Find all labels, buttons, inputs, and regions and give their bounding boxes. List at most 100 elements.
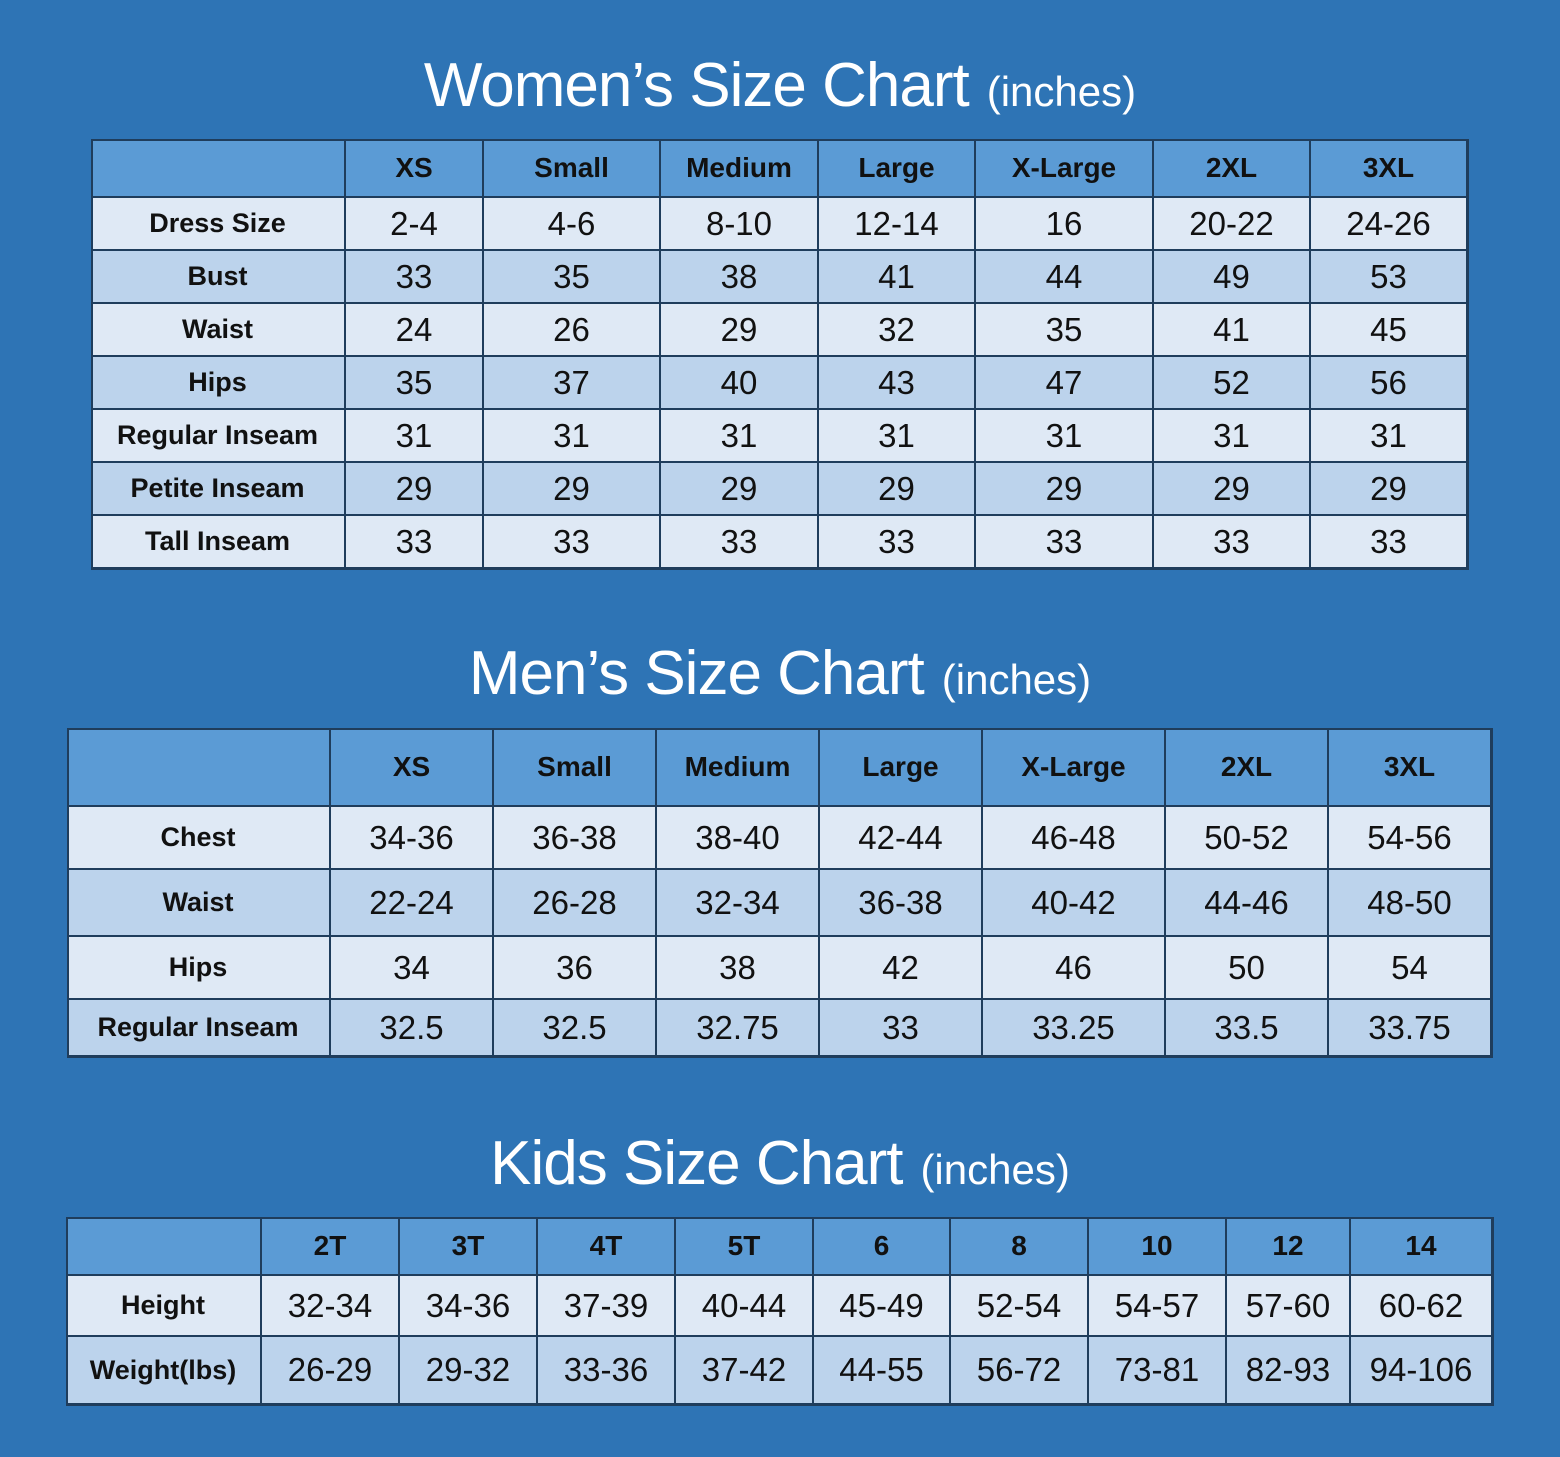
row-label: Hips: [67, 937, 331, 1000]
table-cell: 29: [661, 463, 819, 516]
table-cell: 46-48: [983, 807, 1166, 870]
table-cell: 56: [1311, 357, 1468, 410]
table-title: Men’s Size Chart (inches): [0, 638, 1560, 709]
table-cell: 48-50: [1329, 870, 1492, 937]
table-cell: 42: [820, 937, 983, 1000]
row-label: Height: [66, 1276, 262, 1337]
row-label: Regular Inseam: [67, 1000, 331, 1057]
table-cell: 29: [1311, 463, 1468, 516]
table-title: Kids Size Chart (inches): [0, 1128, 1560, 1199]
table-cell: 32: [819, 304, 976, 357]
column-header: 6: [814, 1217, 951, 1276]
table-cell: 29: [484, 463, 661, 516]
title-text: Kids Size Chart: [490, 1129, 903, 1198]
row-label: Waist: [91, 304, 346, 357]
table-cell: 35: [976, 304, 1154, 357]
table-cell: 73-81: [1089, 1337, 1227, 1405]
table-cell: 24: [346, 304, 484, 357]
table-cell: 53: [1311, 251, 1468, 304]
column-header: 5T: [676, 1217, 814, 1276]
table-cell: 33: [820, 1000, 983, 1057]
table-cell: 45: [1311, 304, 1468, 357]
column-header: X-Large: [983, 728, 1166, 807]
title-unit: (inches): [986, 68, 1137, 115]
table-cell: 37: [484, 357, 661, 410]
table-cell: 22-24: [331, 870, 494, 937]
table-cell: 31: [976, 410, 1154, 463]
row-label: Tall Inseam: [91, 516, 346, 569]
table-cell: 4-6: [484, 198, 661, 251]
table-cell: 35: [484, 251, 661, 304]
column-header: XS: [346, 139, 484, 198]
table-cell: 26: [484, 304, 661, 357]
table-cell: 94-106: [1351, 1337, 1493, 1405]
table-cell: 31: [1154, 410, 1311, 463]
column-header: 3T: [400, 1217, 538, 1276]
table-cell: 54-57: [1089, 1276, 1227, 1337]
column-header: X-Large: [976, 139, 1154, 198]
table-cell: 52: [1154, 357, 1311, 410]
table-cell: 32.5: [331, 1000, 494, 1057]
table-cell: 36: [494, 937, 657, 1000]
title-text: Women’s Size Chart: [423, 51, 970, 120]
row-label: Bust: [91, 251, 346, 304]
corner-cell: [91, 139, 346, 198]
column-header: XS: [331, 728, 494, 807]
table-cell: 40-44: [676, 1276, 814, 1337]
table-cell: 60-62: [1351, 1276, 1493, 1337]
table-cell: 54: [1329, 937, 1492, 1000]
table-cell: 54-56: [1329, 807, 1492, 870]
table-cell: 8-10: [661, 198, 819, 251]
table-cell: 37-39: [538, 1276, 676, 1337]
table-cell: 34: [331, 937, 494, 1000]
table-cell: 36-38: [820, 870, 983, 937]
column-header: 4T: [538, 1217, 676, 1276]
table-cell: 42-44: [820, 807, 983, 870]
table-cell: 52-54: [951, 1276, 1089, 1337]
table-cell: 33: [976, 516, 1154, 569]
table-cell: 37-42: [676, 1337, 814, 1405]
table-cell: 29: [661, 304, 819, 357]
table-cell: 31: [484, 410, 661, 463]
table-cell: 44-55: [814, 1337, 951, 1405]
row-label: Waist: [67, 870, 331, 937]
table-cell: 57-60: [1227, 1276, 1351, 1337]
table-cell: 41: [1154, 304, 1311, 357]
table-cell: 45-49: [814, 1276, 951, 1337]
table-cell: 33: [346, 516, 484, 569]
column-header: Medium: [661, 139, 819, 198]
table-cell: 50: [1166, 937, 1329, 1000]
column-header: 10: [1089, 1217, 1227, 1276]
table-cell: 2-4: [346, 198, 484, 251]
table-cell: 20-22: [1154, 198, 1311, 251]
table-cell: 50-52: [1166, 807, 1329, 870]
row-label: Petite Inseam: [91, 463, 346, 516]
column-header: 3XL: [1329, 728, 1492, 807]
table-cell: 33: [1311, 516, 1468, 569]
table-cell: 49: [1154, 251, 1311, 304]
row-label: Chest: [67, 807, 331, 870]
row-label: Dress Size: [91, 198, 346, 251]
column-header: 8: [951, 1217, 1089, 1276]
table-cell: 40-42: [983, 870, 1166, 937]
table-cell: 33.75: [1329, 1000, 1492, 1057]
table-cell: 24-26: [1311, 198, 1468, 251]
table-cell: 26-28: [494, 870, 657, 937]
table-cell: 32-34: [657, 870, 820, 937]
corner-cell: [66, 1217, 262, 1276]
column-header: Small: [484, 139, 661, 198]
table-cell: 26-29: [262, 1337, 400, 1405]
table-cell: 31: [1311, 410, 1468, 463]
column-header: Large: [819, 139, 976, 198]
column-header: Medium: [657, 728, 820, 807]
column-header: Small: [494, 728, 657, 807]
table-cell: 33: [661, 516, 819, 569]
table-cell: 29: [976, 463, 1154, 516]
table-cell: 32.75: [657, 1000, 820, 1057]
table-cell: 16: [976, 198, 1154, 251]
table-cell: 41: [819, 251, 976, 304]
column-header: 2T: [262, 1217, 400, 1276]
table-cell: 12-14: [819, 198, 976, 251]
column-header: 3XL: [1311, 139, 1468, 198]
table-cell: 33: [1154, 516, 1311, 569]
